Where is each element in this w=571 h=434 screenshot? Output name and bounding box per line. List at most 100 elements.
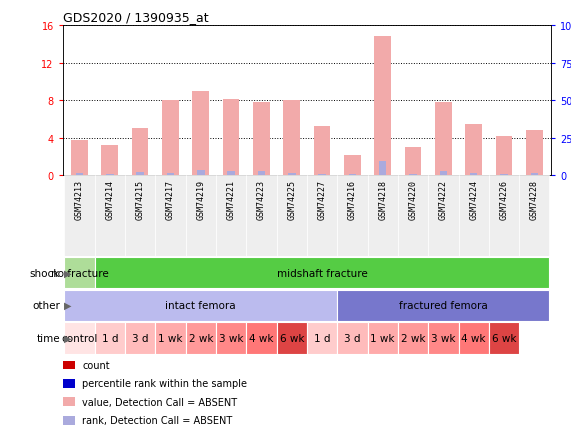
Bar <box>63 416 75 425</box>
Bar <box>76 174 83 176</box>
Bar <box>186 176 216 256</box>
Bar <box>519 176 549 256</box>
Bar <box>379 162 387 176</box>
Bar <box>227 171 235 176</box>
Bar <box>435 103 452 176</box>
Text: percentile rank within the sample: percentile rank within the sample <box>82 378 247 388</box>
Bar <box>65 322 95 354</box>
Bar <box>470 174 477 176</box>
Text: 2 wk: 2 wk <box>401 333 425 343</box>
Text: 4 wk: 4 wk <box>249 333 274 343</box>
Text: GSM74216: GSM74216 <box>348 180 357 220</box>
Bar <box>440 172 447 176</box>
Text: midshaft fracture: midshaft fracture <box>277 268 368 278</box>
Bar <box>63 398 75 406</box>
Bar <box>349 175 356 176</box>
Bar <box>162 101 179 176</box>
Bar <box>136 172 144 176</box>
Bar <box>63 361 75 369</box>
Text: GSM74221: GSM74221 <box>227 180 236 220</box>
Text: 3 d: 3 d <box>344 333 361 343</box>
Bar <box>167 174 174 176</box>
Bar <box>313 127 331 176</box>
Text: GSM74227: GSM74227 <box>317 180 327 220</box>
Bar <box>530 174 538 176</box>
Text: 3 wk: 3 wk <box>219 333 243 343</box>
Text: 6 wk: 6 wk <box>492 333 516 343</box>
Text: ▶: ▶ <box>64 333 71 343</box>
Bar <box>276 322 307 354</box>
Text: ▶: ▶ <box>64 301 71 310</box>
Text: GSM74217: GSM74217 <box>166 180 175 220</box>
Bar <box>71 141 88 176</box>
Bar <box>337 290 549 321</box>
Text: GSM74226: GSM74226 <box>500 180 509 220</box>
Bar <box>368 176 398 256</box>
Text: GSM74219: GSM74219 <box>196 180 206 220</box>
Text: rank, Detection Call = ABSENT: rank, Detection Call = ABSENT <box>82 415 232 425</box>
Bar <box>409 174 417 176</box>
Text: GSM74220: GSM74220 <box>408 180 417 220</box>
Bar <box>398 322 428 354</box>
Text: no fracture: no fracture <box>51 268 108 278</box>
Bar <box>155 176 186 256</box>
Text: GSM74228: GSM74228 <box>530 180 539 220</box>
Bar <box>125 176 155 256</box>
Text: value, Detection Call = ABSENT: value, Detection Call = ABSENT <box>82 397 238 407</box>
Bar <box>65 176 95 256</box>
Text: GDS2020 / 1390935_at: GDS2020 / 1390935_at <box>63 11 208 24</box>
Bar <box>95 176 125 256</box>
Bar <box>368 322 398 354</box>
Bar <box>132 129 148 176</box>
Bar <box>216 322 246 354</box>
Bar <box>337 176 368 256</box>
Text: 1 d: 1 d <box>314 333 331 343</box>
Text: GSM74214: GSM74214 <box>105 180 114 220</box>
Bar <box>186 322 216 354</box>
Bar <box>489 322 519 354</box>
Bar <box>106 174 114 176</box>
Bar <box>246 176 276 256</box>
Bar <box>102 146 118 176</box>
Bar <box>216 176 246 256</box>
Bar <box>398 176 428 256</box>
Bar <box>276 176 307 256</box>
Bar <box>489 176 519 256</box>
Bar <box>253 103 270 176</box>
Bar <box>307 322 337 354</box>
Bar <box>197 171 204 176</box>
Text: GSM74222: GSM74222 <box>439 180 448 220</box>
Bar <box>65 290 337 321</box>
Text: 1 wk: 1 wk <box>371 333 395 343</box>
Bar <box>125 322 155 354</box>
Text: GSM74215: GSM74215 <box>136 180 144 220</box>
Bar <box>288 174 296 176</box>
Text: GSM74223: GSM74223 <box>257 180 266 220</box>
Bar <box>337 322 368 354</box>
Text: GSM74225: GSM74225 <box>287 180 296 220</box>
Text: intact femora: intact femora <box>166 301 236 310</box>
Bar <box>344 155 361 176</box>
Text: GSM74224: GSM74224 <box>469 180 478 220</box>
Text: 1 d: 1 d <box>102 333 118 343</box>
Text: fractured femora: fractured femora <box>399 301 488 310</box>
Text: 6 wk: 6 wk <box>279 333 304 343</box>
Text: time: time <box>37 333 60 343</box>
Bar <box>63 379 75 388</box>
Bar <box>307 176 337 256</box>
Bar <box>496 136 512 176</box>
Bar <box>155 322 186 354</box>
Text: control: control <box>61 333 98 343</box>
Bar <box>192 92 209 176</box>
Text: GSM74213: GSM74213 <box>75 180 84 220</box>
Text: 1 wk: 1 wk <box>158 333 183 343</box>
Text: 3 wk: 3 wk <box>431 333 456 343</box>
Text: shock: shock <box>30 268 60 278</box>
Bar <box>223 100 239 176</box>
Bar <box>500 174 508 176</box>
Bar <box>428 176 459 256</box>
Bar <box>95 322 125 354</box>
Text: count: count <box>82 360 110 370</box>
Text: 4 wk: 4 wk <box>461 333 486 343</box>
Bar <box>428 322 459 354</box>
